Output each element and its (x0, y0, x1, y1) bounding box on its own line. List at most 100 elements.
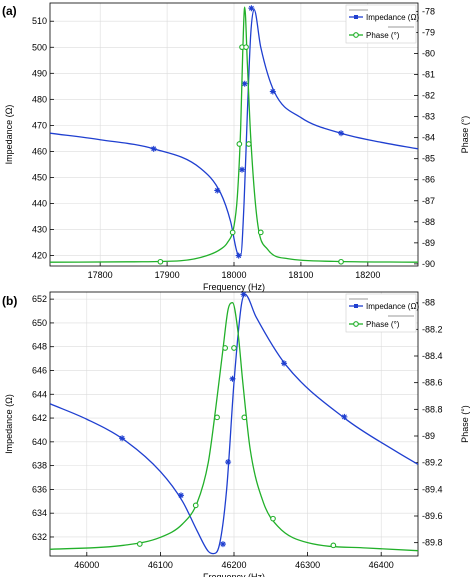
y-left-tick-label: 648 (32, 342, 47, 352)
y-right-tick-label: -88 (422, 298, 435, 308)
series-impedance (50, 5, 418, 259)
legend-label: Phase (°) (366, 31, 400, 40)
y-right-tick-label: -89.2 (422, 458, 443, 468)
data-point (219, 541, 226, 548)
legend-marker (353, 32, 359, 38)
legend-label: Impedance (Ω) (366, 302, 419, 311)
data-point (239, 166, 246, 173)
series-line (50, 293, 418, 555)
legend-marker (353, 321, 359, 327)
chart-panel-b: (b) 46000 46100 46200 46300 46400 632 634 636 638… (2, 291, 470, 582)
legend-marker (354, 304, 358, 308)
data-point (229, 375, 236, 382)
gridlines (50, 3, 418, 266)
y-left-tick-label: 640 (32, 437, 47, 447)
data-point (270, 515, 276, 522)
y-left-tick-label: 440 (32, 199, 47, 209)
series-phase (50, 6, 418, 265)
data-point (225, 459, 232, 466)
y-right-tick-label: -84 (422, 133, 435, 143)
data-point (192, 502, 199, 509)
x-tick-label: 46000 (74, 560, 99, 570)
data-point (214, 414, 220, 421)
y-left-tick-label: 430 (32, 225, 47, 235)
data-point (236, 141, 243, 147)
data-point (231, 345, 237, 351)
legend-marker (354, 15, 358, 19)
data-point (150, 145, 157, 152)
x-tick-label: 18000 (221, 270, 246, 280)
y-right-tick-label: -88.6 (422, 378, 443, 388)
data-point (119, 435, 126, 442)
data-point (257, 229, 264, 236)
y-left-tick-label: 650 (32, 318, 47, 328)
x-tick-label: 17900 (155, 270, 180, 280)
y-left-tick-label: 450 (32, 172, 47, 182)
x-tick-label: 46400 (369, 560, 394, 570)
y-right-tick-label: -89.6 (422, 511, 443, 521)
y-right-tick-label: -86 (422, 175, 435, 185)
y-left-tick-label: 644 (32, 389, 47, 399)
y-left-tick-label: 480 (32, 94, 47, 104)
data-point (229, 229, 236, 236)
y-left-tick-label: 634 (32, 508, 47, 518)
y-left-tick-label: 420 (32, 251, 47, 261)
y-right-tick-label: -88.2 (422, 324, 443, 334)
data-point (241, 80, 248, 87)
y-left-tick-label: 636 (32, 484, 47, 494)
x-tick-label: 46200 (221, 560, 246, 570)
y-right-tick-label: -89.4 (422, 484, 443, 494)
y-left-axis-title: Impedance (Ω) (4, 105, 14, 165)
data-point (248, 5, 255, 12)
x-tick-label: 17800 (88, 270, 113, 280)
data-point (178, 492, 185, 499)
y-left-tick-label: 638 (32, 461, 47, 471)
y-right-tick-label: -89 (422, 238, 435, 248)
data-point (235, 252, 242, 259)
y-right-tick-label: -90 (422, 259, 435, 269)
y-right-tick-label: -87 (422, 196, 435, 206)
data-point (338, 258, 344, 265)
series-line (50, 6, 418, 263)
y-right-tick-label: -88 (422, 217, 435, 227)
y-right-tick-label: -88.8 (422, 404, 443, 414)
y-right-tick-label: -89 (422, 431, 435, 441)
y-right-tick-label: -78 (422, 6, 435, 16)
data-point (243, 44, 249, 51)
x-tick-label: 46100 (148, 560, 173, 570)
panel-label: (a) (2, 4, 17, 18)
y-right-tick-label: -89.8 (422, 538, 443, 548)
data-point (338, 130, 345, 137)
y-left-tick-label: 500 (32, 42, 47, 52)
data-point (241, 414, 248, 421)
x-tick-label: 46300 (295, 560, 320, 570)
y-right-tick-label: -88.4 (422, 351, 443, 361)
y-right-tick-label: -80 (422, 48, 435, 58)
y-left-tick-label: 460 (32, 146, 47, 156)
data-point (136, 541, 143, 547)
x-tick-label: 18100 (288, 270, 313, 280)
data-point (222, 345, 229, 351)
y-right-tick-label: -82 (422, 91, 435, 101)
y-left-tick-label: 642 (32, 413, 47, 423)
panel-label: (b) (2, 294, 17, 308)
data-point (245, 141, 252, 147)
y-right-tick-label: -79 (422, 27, 435, 37)
y-right-tick-label: -83 (422, 112, 435, 122)
y-left-tick-label: 490 (32, 68, 47, 78)
y-left-tick-label: 510 (32, 16, 47, 26)
legend: Impedance (Ω) Phase (°) (345, 293, 419, 333)
y-right-axis-title: Phase (°) (460, 116, 470, 154)
data-point (157, 258, 164, 265)
x-axis-title: Frequency (Hz) (203, 282, 265, 292)
y-left-tick-label: 652 (32, 294, 47, 304)
y-left-tick-label: 632 (32, 532, 47, 542)
legend-label: Impedance (Ω) (366, 13, 419, 22)
series-line (50, 302, 418, 552)
series-impedance (50, 292, 418, 555)
y-right-tick-label: -85 (422, 154, 435, 164)
data-point (269, 88, 276, 95)
legend-label: Phase (°) (366, 320, 400, 329)
